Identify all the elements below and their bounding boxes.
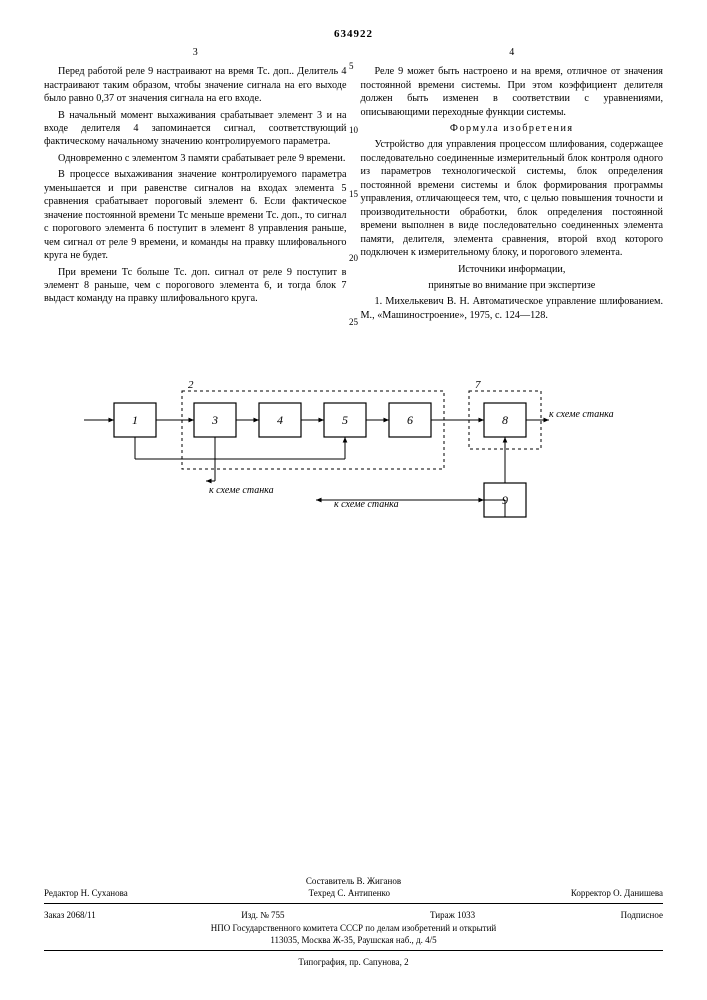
- footer-rule-1: [44, 903, 663, 904]
- left-col-number: 3: [44, 46, 347, 59]
- svg-text:4: 4: [277, 413, 283, 427]
- footer-addr: 113035, Москва Ж-35, Раушская наб., д. 4…: [44, 934, 663, 946]
- paragraph: Перед работой реле 9 настраивают на врем…: [44, 65, 347, 105]
- svg-text:2: 2: [188, 379, 194, 391]
- svg-text:5: 5: [342, 413, 348, 427]
- line-number-markers: 5 10 15 20 25: [349, 62, 358, 382]
- right-column: 4 Реле 9 может быть настроено и на время…: [361, 46, 664, 325]
- right-sources-paragraphs: 1. Михелькевич В. Н. Автоматическое упра…: [361, 295, 664, 322]
- diagram-svg: 271345689: [44, 353, 664, 543]
- paragraph: Реле 9 может быть настроено и на время, …: [361, 65, 664, 119]
- paragraph: Одновременно с элементом 3 памяти срабат…: [44, 152, 347, 165]
- right-col-number: 4: [361, 46, 664, 59]
- footer-composer: Составитель В. Жиганов: [44, 875, 663, 887]
- svg-text:6: 6: [407, 413, 413, 427]
- footer-typ: Типография, пр. Сапунова, 2: [44, 956, 663, 968]
- page: 634922 3 Перед работой реле 9 настраиваю…: [0, 0, 707, 1000]
- footer-izd: Изд. № 755: [241, 909, 284, 921]
- footer-editor: Редактор Н. Суханова: [44, 887, 128, 899]
- footer-org: НПО Государственного комитета СССР по де…: [44, 922, 663, 934]
- right-formula-paragraphs: Устройство для управления процессом шлиф…: [361, 138, 664, 259]
- paragraph: В процессе выхаживания значение контроли…: [44, 168, 347, 262]
- left-column: 3 Перед работой реле 9 настраивают на вр…: [44, 46, 347, 325]
- footer-order: Заказ 2068/11: [44, 909, 96, 921]
- svg-text:8: 8: [502, 413, 508, 427]
- footer-sub: Подписное: [621, 909, 663, 921]
- svg-text:7: 7: [475, 379, 481, 391]
- patent-number: 634922: [44, 28, 663, 40]
- paragraph: Устройство для управления процессом шлиф…: [361, 138, 664, 259]
- line-marker: 10: [349, 126, 358, 135]
- line-marker: 15: [349, 190, 358, 199]
- label-bottom-mid: к схеме станка: [334, 499, 399, 510]
- sources-title-1: Источники информации,: [361, 263, 664, 276]
- footer-techred: Техред С. Антипенко: [309, 887, 390, 899]
- line-marker: 20: [349, 254, 358, 263]
- block-diagram: 271345689 к схеме станка к схеме станка …: [44, 353, 663, 543]
- sources-title-2: принятые во внимание при экспертизе: [361, 279, 664, 292]
- line-marker: 25: [349, 318, 358, 327]
- footer-tirazh: Тираж 1033: [430, 909, 475, 921]
- paragraph: В начальный момент выхаживания срабатыва…: [44, 109, 347, 149]
- footer-block: Составитель В. Жиганов Редактор Н. Сухан…: [44, 875, 663, 968]
- footer-pub-row: Заказ 2068/11 Изд. № 755 Тираж 1033 Подп…: [44, 909, 663, 921]
- right-top-paragraphs: Реле 9 может быть настроено и на время, …: [361, 65, 664, 119]
- footer-rule-2: [44, 950, 663, 951]
- label-bottom-left: к схеме станка: [209, 485, 274, 496]
- paragraph: 1. Михелькевич В. Н. Автоматическое упра…: [361, 295, 664, 322]
- svg-text:1: 1: [132, 413, 138, 427]
- footer-credits-row: Редактор Н. Суханова Техред С. Антипенко…: [44, 887, 663, 899]
- left-paragraphs: Перед работой реле 9 настраивают на врем…: [44, 65, 347, 306]
- label-out-right: к схеме станка: [549, 409, 614, 420]
- line-marker: 5: [349, 62, 358, 71]
- footer-corrector: Корректор О. Данишева: [571, 887, 663, 899]
- paragraph: При времени Тс больше Тс. доп. сигнал от…: [44, 266, 347, 306]
- formula-title: Формула изобретения: [361, 122, 664, 135]
- svg-text:3: 3: [211, 413, 218, 427]
